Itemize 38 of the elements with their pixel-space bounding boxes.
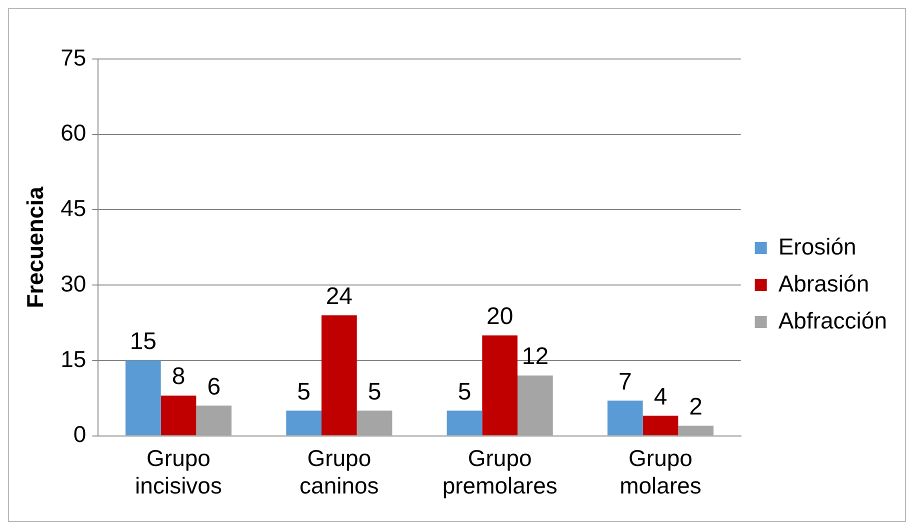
- bar: [518, 376, 553, 436]
- bar: [196, 406, 232, 436]
- bar: [607, 400, 643, 436]
- data-label: 7: [618, 368, 632, 396]
- x-tick-label: Grupo premolares: [442, 444, 558, 499]
- bar: [160, 396, 196, 436]
- data-label: 12: [522, 343, 549, 370]
- y-axis-title: Frecuencia: [22, 186, 48, 308]
- data-label: 5: [458, 378, 472, 406]
- y-tick-label: 45: [60, 195, 86, 222]
- data-label: 2: [689, 393, 703, 420]
- data-label: 8: [172, 363, 186, 390]
- data-label: 15: [130, 328, 157, 356]
- data-label: 5: [368, 378, 382, 406]
- data-label: 6: [207, 373, 221, 400]
- bar: [482, 335, 518, 436]
- bar: [678, 426, 714, 436]
- bar: [322, 315, 357, 436]
- data-label: 20: [486, 302, 514, 330]
- y-tick-label: 75: [60, 44, 86, 70]
- legend-label: Erosión: [778, 233, 856, 260]
- data-label: 5: [297, 378, 311, 406]
- y-tick-label: 0: [73, 421, 86, 448]
- bar: [286, 410, 322, 436]
- y-tick-label: 30: [60, 270, 86, 296]
- legend-label: Abrasión: [778, 270, 870, 296]
- data-label: 4: [654, 383, 668, 410]
- bar: [125, 360, 161, 436]
- y-tick-label: 15: [60, 346, 86, 372]
- legend-label: Abfracción: [778, 307, 888, 334]
- x-tick-label: Grupo molares: [620, 444, 702, 499]
- y-tick-label: 60: [60, 120, 86, 146]
- x-tick-label: Grupo incisivos: [135, 444, 222, 499]
- x-tick-label: Grupo caninos: [300, 444, 379, 499]
- bar: [446, 410, 482, 436]
- data-label: 24: [326, 282, 353, 310]
- bar: [642, 416, 678, 436]
- bar: [356, 410, 392, 436]
